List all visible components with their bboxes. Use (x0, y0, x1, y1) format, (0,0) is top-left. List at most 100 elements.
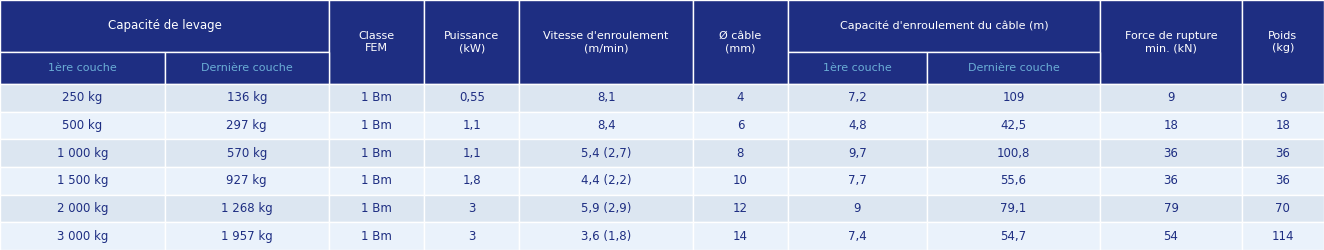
FancyBboxPatch shape (788, 84, 927, 112)
Text: 3 000 kg: 3 000 kg (57, 230, 109, 243)
Text: Classe
FEM: Classe FEM (359, 31, 395, 53)
Text: 3,6 (1,8): 3,6 (1,8) (581, 230, 632, 243)
Text: Puissance
(kW): Puissance (kW) (444, 31, 499, 53)
FancyBboxPatch shape (692, 195, 788, 222)
Text: 1 Bm: 1 Bm (361, 91, 392, 104)
FancyBboxPatch shape (1100, 139, 1242, 167)
Text: 1 957 kg: 1 957 kg (221, 230, 273, 243)
FancyBboxPatch shape (519, 0, 692, 84)
Text: 7,2: 7,2 (847, 91, 867, 104)
FancyBboxPatch shape (519, 139, 692, 167)
FancyBboxPatch shape (1242, 0, 1324, 84)
Text: 54,7: 54,7 (1001, 230, 1026, 243)
Text: 5,9 (2,9): 5,9 (2,9) (581, 202, 632, 215)
Text: 8,1: 8,1 (597, 91, 616, 104)
Text: 1ère couche: 1ère couche (824, 63, 892, 73)
Text: 36: 36 (1275, 174, 1291, 187)
FancyBboxPatch shape (424, 112, 519, 139)
FancyBboxPatch shape (0, 222, 164, 250)
FancyBboxPatch shape (1100, 167, 1242, 195)
FancyBboxPatch shape (927, 52, 1100, 84)
Text: 1,1: 1,1 (462, 119, 481, 132)
FancyBboxPatch shape (164, 52, 330, 84)
FancyBboxPatch shape (692, 112, 788, 139)
Text: 36: 36 (1275, 147, 1291, 160)
Text: 1 Bm: 1 Bm (361, 230, 392, 243)
Text: 55,6: 55,6 (1001, 174, 1026, 187)
Text: Dernière couche: Dernière couche (201, 63, 293, 73)
FancyBboxPatch shape (788, 0, 1100, 52)
Text: 109: 109 (1002, 91, 1025, 104)
Text: 36: 36 (1164, 147, 1178, 160)
FancyBboxPatch shape (330, 195, 424, 222)
Text: 7,7: 7,7 (847, 174, 867, 187)
Text: 42,5: 42,5 (1001, 119, 1026, 132)
Text: 297 kg: 297 kg (226, 119, 267, 132)
FancyBboxPatch shape (519, 167, 692, 195)
Text: Capacité d'enroulement du câble (m): Capacité d'enroulement du câble (m) (839, 21, 1049, 31)
FancyBboxPatch shape (1242, 84, 1324, 112)
Text: 1 268 kg: 1 268 kg (221, 202, 273, 215)
Text: 36: 36 (1164, 174, 1178, 187)
Text: 70: 70 (1275, 202, 1291, 215)
Text: 1 Bm: 1 Bm (361, 147, 392, 160)
FancyBboxPatch shape (1100, 0, 1242, 84)
FancyBboxPatch shape (692, 84, 788, 112)
FancyBboxPatch shape (0, 52, 164, 84)
Text: 250 kg: 250 kg (62, 91, 102, 104)
FancyBboxPatch shape (1242, 112, 1324, 139)
Text: 4: 4 (736, 91, 744, 104)
FancyBboxPatch shape (0, 167, 164, 195)
FancyBboxPatch shape (692, 0, 788, 84)
FancyBboxPatch shape (330, 84, 424, 112)
Text: 4,8: 4,8 (849, 119, 867, 132)
FancyBboxPatch shape (788, 222, 927, 250)
FancyBboxPatch shape (927, 84, 1100, 112)
FancyBboxPatch shape (1242, 195, 1324, 222)
Text: 54: 54 (1164, 230, 1178, 243)
Text: 500 kg: 500 kg (62, 119, 102, 132)
FancyBboxPatch shape (424, 84, 519, 112)
FancyBboxPatch shape (692, 139, 788, 167)
Text: 570 kg: 570 kg (226, 147, 267, 160)
Text: 4,4 (2,2): 4,4 (2,2) (581, 174, 632, 187)
FancyBboxPatch shape (330, 0, 424, 84)
FancyBboxPatch shape (330, 112, 424, 139)
Text: 136 kg: 136 kg (226, 91, 267, 104)
Text: 79: 79 (1164, 202, 1178, 215)
Text: 1,8: 1,8 (462, 174, 481, 187)
Text: 3: 3 (469, 230, 475, 243)
FancyBboxPatch shape (164, 112, 330, 139)
FancyBboxPatch shape (927, 222, 1100, 250)
FancyBboxPatch shape (0, 0, 330, 52)
Text: 8: 8 (736, 147, 744, 160)
FancyBboxPatch shape (1100, 84, 1242, 112)
FancyBboxPatch shape (519, 112, 692, 139)
Text: 12: 12 (733, 202, 748, 215)
FancyBboxPatch shape (424, 167, 519, 195)
FancyBboxPatch shape (164, 84, 330, 112)
FancyBboxPatch shape (424, 0, 519, 84)
Text: 9: 9 (1279, 91, 1287, 104)
FancyBboxPatch shape (788, 167, 927, 195)
FancyBboxPatch shape (788, 52, 927, 84)
FancyBboxPatch shape (0, 139, 164, 167)
FancyBboxPatch shape (692, 222, 788, 250)
Text: Dernière couche: Dernière couche (968, 63, 1059, 73)
FancyBboxPatch shape (1242, 222, 1324, 250)
FancyBboxPatch shape (1242, 167, 1324, 195)
Text: 14: 14 (733, 230, 748, 243)
Text: 114: 114 (1271, 230, 1294, 243)
FancyBboxPatch shape (927, 167, 1100, 195)
FancyBboxPatch shape (927, 195, 1100, 222)
FancyBboxPatch shape (164, 139, 330, 167)
FancyBboxPatch shape (164, 222, 330, 250)
Text: 8,4: 8,4 (597, 119, 616, 132)
Text: 9: 9 (1168, 91, 1174, 104)
Text: 927 kg: 927 kg (226, 174, 267, 187)
Text: 1 Bm: 1 Bm (361, 202, 392, 215)
Text: 9: 9 (854, 202, 861, 215)
Text: 9,7: 9,7 (847, 147, 867, 160)
Text: 1ère couche: 1ère couche (48, 63, 117, 73)
FancyBboxPatch shape (927, 112, 1100, 139)
